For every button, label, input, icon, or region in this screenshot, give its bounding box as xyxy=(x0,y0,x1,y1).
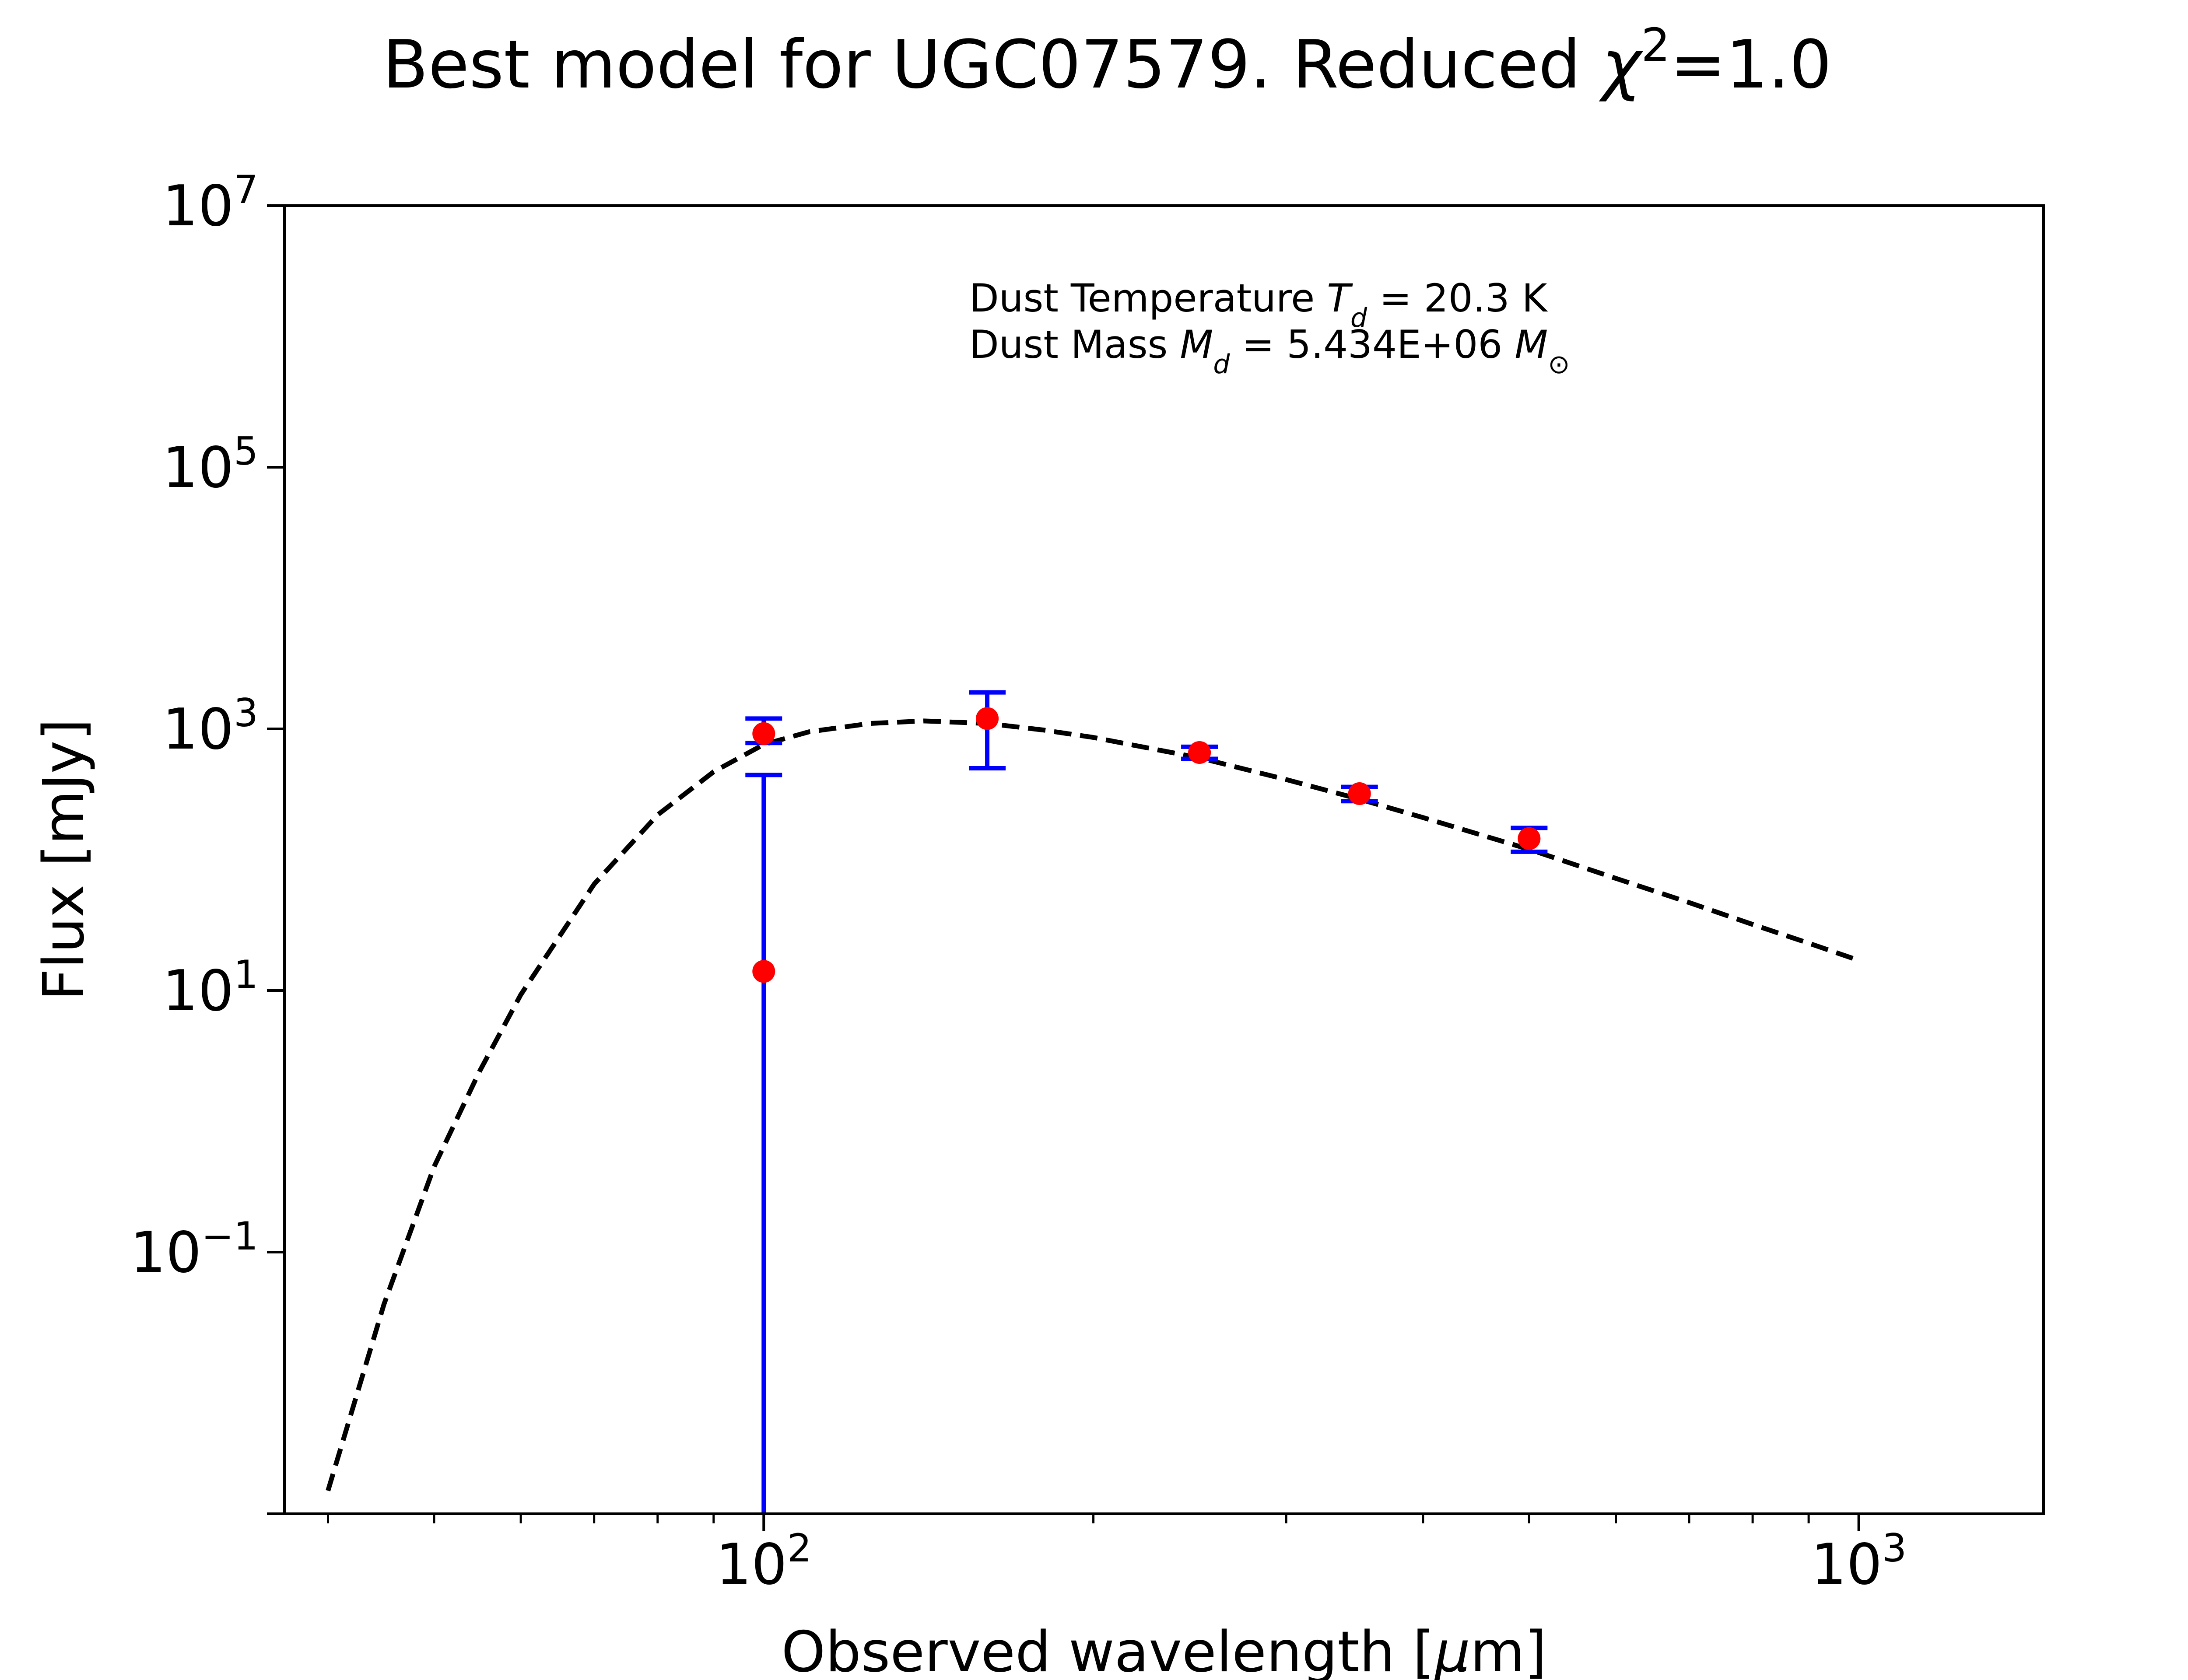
data-point-3 xyxy=(1188,741,1211,764)
observations-layer xyxy=(745,690,1548,1514)
data-point-5 xyxy=(1518,827,1541,850)
annotation-dust-mass: Dust Mass Md = 5.434E+06 M⊙ xyxy=(969,322,1570,380)
chart-title: Best model for UGC07579. Reduced χ2=1.0 xyxy=(382,18,1831,103)
data-point-4 xyxy=(1348,782,1371,805)
x-tick-label-1: 103 xyxy=(1811,1526,1907,1598)
annotation: Dust Temperature Td = 20.3 K Dust Mass M… xyxy=(969,276,1570,380)
annotation-dust-temperature: Dust Temperature Td = 20.3 K xyxy=(969,276,1548,333)
y-tick-label-0: 10−1 xyxy=(130,1214,258,1286)
x-axis-label: Observed wavelength [μm] xyxy=(782,1620,1547,1680)
x-axis: 102 103 xyxy=(327,1514,1907,1598)
y-tick-label-2: 103 xyxy=(162,690,258,763)
y-axis: 10−1 101 103 105 107 xyxy=(130,167,284,1515)
data-point-2 xyxy=(976,707,999,730)
x-tick-label-0: 102 xyxy=(716,1526,812,1598)
y-axis-label: Flux [mJy] xyxy=(32,719,97,1001)
y-tick-label-4: 107 xyxy=(162,167,258,239)
data-point-1 xyxy=(752,722,775,745)
y-tick-label-3: 105 xyxy=(162,429,258,501)
data-point-0 xyxy=(752,960,775,983)
plot-frame xyxy=(283,204,2045,1515)
y-tick-label-1: 101 xyxy=(162,952,258,1024)
